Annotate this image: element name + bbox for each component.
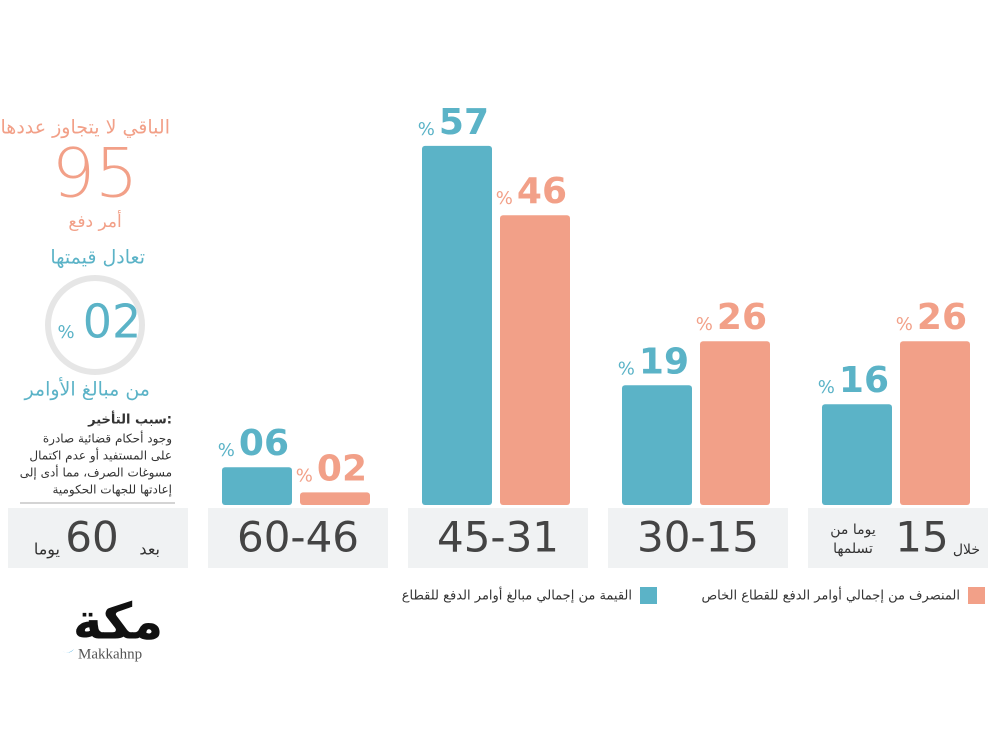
side-panel: الباقي لا يتجاوز عددها 95 أمر دفع تعادل …: [1, 117, 188, 662]
value-unit: %: [296, 465, 313, 486]
value-unit: %: [896, 314, 913, 335]
value-unit: %: [496, 188, 513, 209]
category-prefix: خلال: [953, 542, 980, 558]
legend-label: القيمة من إجمالي مبالغ أوامر الدفع للقطا…: [402, 587, 632, 604]
logo-handle: Makkahnp: [78, 646, 142, 662]
value-label: 06: [239, 423, 289, 464]
x-tick-label: 15: [895, 513, 948, 562]
category-box: [608, 508, 788, 568]
legend-swatch: [640, 587, 657, 604]
bar: [300, 492, 370, 505]
value-label: 26: [717, 297, 767, 338]
value-label: 46: [517, 171, 567, 212]
category-box: [808, 508, 988, 568]
value-label: 26: [917, 297, 967, 338]
reason-line: وجود أحكام قضائية صادرة: [43, 431, 172, 447]
bar: [700, 341, 770, 505]
share-unit: %: [57, 322, 74, 343]
bar: [822, 404, 892, 505]
category-box: [208, 508, 388, 568]
category-box: [408, 508, 588, 568]
value-unit: %: [418, 119, 435, 140]
value-label: 57: [439, 102, 489, 143]
value-label: 02: [317, 448, 367, 489]
after-prefix: بعد: [139, 540, 160, 559]
share: 02: [83, 295, 142, 349]
value-unit: %: [218, 440, 235, 461]
after-box: [8, 508, 188, 568]
value-label: 19: [639, 341, 689, 382]
value-unit: %: [818, 377, 835, 398]
after-suffix: يوما: [34, 540, 60, 560]
reason-line: على المستفيد أو عدم اكتمال: [29, 448, 172, 464]
category-suffix: تسلمها: [833, 541, 873, 557]
reason-line: مسوغات الصرف، مما أدى إلى: [20, 465, 172, 481]
x-tick-label: 60-46: [237, 513, 359, 562]
legend-swatch: [968, 587, 985, 604]
bar: [500, 215, 570, 505]
x-tick-label: 45-31: [437, 513, 559, 562]
x-tick-label: 30-15: [637, 513, 759, 562]
share-of: من مبالغ الأوامر: [23, 378, 150, 401]
logo-name: مكة: [73, 593, 163, 651]
equals-text: تعادل قيمتها: [50, 247, 145, 269]
bar: [222, 467, 292, 505]
category-suffix: يوما من: [830, 522, 876, 538]
legend-label: المنصرف من إجمالي أوامر الدفع للقطاع الخ…: [701, 587, 960, 604]
value-label: 16: [839, 360, 889, 401]
bar: [422, 145, 492, 505]
bird-icon: [62, 649, 74, 653]
count: 95: [52, 135, 139, 214]
remaining-text: الباقي لا يتجاوز عددها: [1, 117, 170, 139]
reason-title: سبب التأخير:: [87, 411, 172, 428]
count-unit: أمر دفع: [68, 210, 121, 232]
reason-line: إعادتها للجهات الحكومية: [52, 483, 172, 498]
after-number: 60: [65, 513, 118, 562]
bar: [622, 385, 692, 505]
value-unit: %: [618, 358, 635, 379]
ring: [45, 275, 145, 375]
value-unit: %: [696, 314, 713, 335]
bar: [900, 341, 970, 505]
